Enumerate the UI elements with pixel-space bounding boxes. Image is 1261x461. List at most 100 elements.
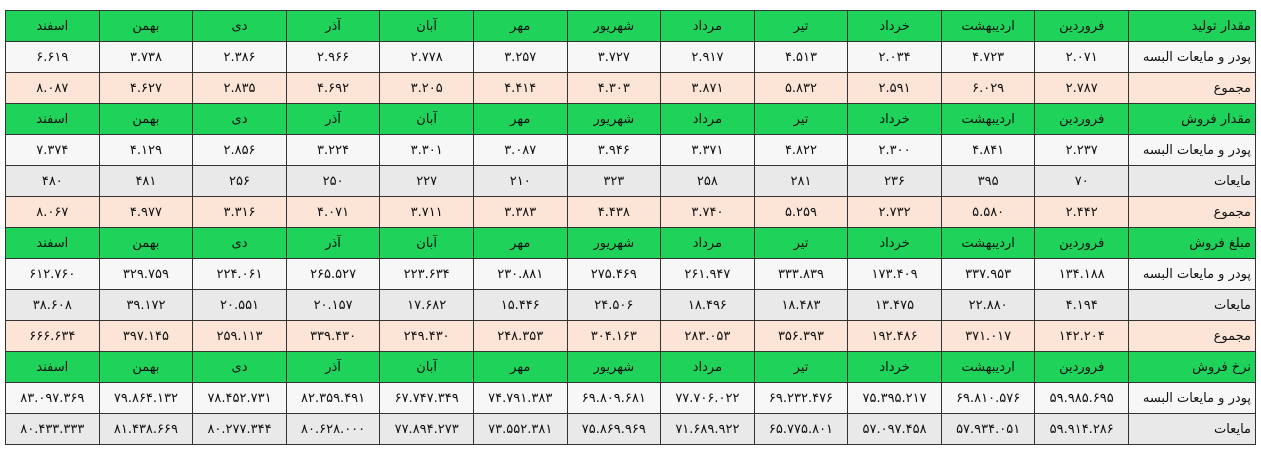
data-row: مایعات ۴.۱۹۴ ۲۲.۸۸۰ ۱۳.۴۷۵ ۱۸.۴۸۳ ۱۸.۴۹۶ ۲۴.۵۰… [5, 289, 1256, 321]
value-cell: ۲.۹۱۷ [660, 41, 755, 73]
value-cell: ۲.۸۳۵ [192, 72, 287, 104]
value-cell: ۴.۴۱۴ [472, 72, 568, 104]
value-cell: ۶.۰۲۹ [940, 72, 1036, 104]
value-cell: ۱۹۲.۴۸۶ [847, 320, 942, 352]
value-cell: ۸۰.۶۲۸.۰۰۰ [285, 413, 381, 445]
month-header: فروردین [1034, 103, 1129, 135]
month-header: دی [192, 103, 287, 135]
data-table: مقدار تولید فروردین اردیبهشت خرداد تیر مرداد ش… [5, 10, 1256, 445]
value-cell: ۷۷.۸۹۴.۲۷۳ [379, 413, 474, 445]
value-cell: ۱۳.۴۷۵ [847, 289, 942, 321]
value-cell: ۵۹.۹۸۵.۶۹۵ [1034, 382, 1129, 414]
month-header: شهریور [566, 103, 662, 135]
month-header: مرداد [660, 10, 755, 42]
value-cell: ۲۳۰.۸۸۱ [472, 258, 568, 290]
value-cell: ۳.۰۸۷ [472, 134, 568, 166]
value-cell: ۳.۳۰۱ [379, 134, 474, 166]
month-header: خرداد [847, 227, 942, 259]
value-cell: ۳۲۳ [566, 165, 662, 197]
value-cell: ۵.۸۳۲ [753, 72, 849, 104]
value-cell: ۱۳۴.۱۸۸ [1034, 258, 1129, 290]
month-header: تیر [753, 103, 849, 135]
value-cell: ۱۴۲.۲۰۴ [1034, 320, 1129, 352]
month-header: دی [192, 10, 287, 42]
month-header: بهمن [98, 103, 194, 135]
value-cell: ۲.۷۸۷ [1034, 72, 1129, 104]
row-label: مجموع [1128, 196, 1256, 228]
value-cell: ۳۹.۱۷۲ [98, 289, 194, 321]
data-row: پودر و مایعات البسه ۲.۰۷۱ ۴.۷۲۳ ۲.۰۳۴ ۴.۵۱۳ ۲… [5, 41, 1256, 73]
value-cell: ۵۹.۹۱۴.۲۸۶ [1034, 413, 1129, 445]
value-cell: ۲۴.۵۰۶ [566, 289, 662, 321]
value-cell: ۴.۶۹۲ [285, 72, 381, 104]
value-cell: ۴.۱۲۹ [98, 134, 194, 166]
value-cell: ۷۵.۳۹۵.۲۱۷ [847, 382, 942, 414]
value-cell: ۱۷.۶۸۲ [379, 289, 474, 321]
value-cell: ۵.۲۵۹ [753, 196, 849, 228]
value-cell: ۴.۱۹۴ [1034, 289, 1129, 321]
value-cell: ۷.۳۷۴ [5, 134, 100, 166]
value-cell: ۲۰.۵۵۱ [192, 289, 287, 321]
month-header: تیر [753, 10, 849, 42]
value-cell: ۲۶۵.۵۲۷ [285, 258, 381, 290]
row-label: پودر و مایعات البسه [1128, 41, 1256, 73]
row-label: پودر و مایعات البسه [1128, 258, 1256, 290]
value-cell: ۴.۸۴۱ [940, 134, 1036, 166]
data-row: مجموع ۱۴۲.۲۰۴ ۳۷۱.۰۱۷ ۱۹۲.۴۸۶ ۳۵۶.۳۹۳ ۲۸۳.۰۵۳… [5, 320, 1256, 352]
value-cell: ۳۳۹.۴۳۰ [285, 320, 381, 352]
value-cell: ۲۲۴.۰۶۱ [192, 258, 287, 290]
data-row: مجموع ۲.۴۴۲ ۵.۵۸۰ ۲.۷۳۲ ۵.۲۵۹ ۳.۷۴۰ ۴.۴۳۸ ۳.۳۸۳… [5, 196, 1256, 228]
month-header: فروردین [1034, 351, 1129, 383]
month-header: مرداد [660, 227, 755, 259]
value-cell: ۳.۸۷۱ [660, 72, 755, 104]
value-cell: ۳۳۳.۸۳۹ [753, 258, 849, 290]
value-cell: ۶.۶۱۹ [5, 41, 100, 73]
month-header: دی [192, 351, 287, 383]
value-cell: ۲.۸۵۶ [192, 134, 287, 166]
month-header: مرداد [660, 103, 755, 135]
value-cell: ۳۰۴.۱۶۳ [566, 320, 662, 352]
value-cell: ۷۷.۷۰۶.۰۲۲ [660, 382, 755, 414]
month-header: بهمن [98, 227, 194, 259]
value-cell: ۶۹.۸۱۰.۵۷۶ [940, 382, 1036, 414]
header-row: مقدار تولید فروردین اردیبهشت خرداد تیر مرداد ش… [5, 10, 1256, 42]
value-cell: ۲.۷۷۸ [379, 41, 474, 73]
month-header: آبان [379, 227, 474, 259]
value-cell: ۲۲۷ [379, 165, 474, 197]
month-header: اسفند [5, 227, 100, 259]
month-header: شهریور [566, 227, 662, 259]
value-cell: ۳.۷۳۸ [98, 41, 194, 73]
section-title: مقدار فروش [1128, 103, 1256, 135]
month-header: مهر [472, 227, 568, 259]
value-cell: ۵۷.۹۳۴.۰۵۱ [940, 413, 1036, 445]
value-cell: ۱۷۳.۴۰۹ [847, 258, 942, 290]
value-cell: ۳۸.۶۰۸ [5, 289, 100, 321]
month-header: مرداد [660, 351, 755, 383]
data-row: مایعات ۷۰ ۳۹۵ ۲۳۶ ۲۸۱ ۲۵۸ ۳۲۳ ۲۱۰ ۲۲۷ ۲۵۰ ۲۵۶ ۴۸۱ ۴۸… [5, 165, 1256, 197]
value-cell: ۲۴۹.۴۳۰ [379, 320, 474, 352]
value-cell: ۶۹.۲۳۲.۴۷۶ [753, 382, 849, 414]
data-row: مایعات ۵۹.۹۱۴.۲۸۶ ۵۷.۹۳۴.۰۵۱ ۵۷.۰۹۷.۴۵۸ ۶۵.۷… [5, 413, 1256, 445]
value-cell: ۲۵۹.۱۱۳ [192, 320, 287, 352]
value-cell: ۴.۹۷۷ [98, 196, 194, 228]
value-cell: ۲۶۱.۹۴۷ [660, 258, 755, 290]
section-title: مقدار تولید [1128, 10, 1256, 42]
value-cell: ۵.۵۸۰ [940, 196, 1036, 228]
month-header: خرداد [847, 103, 942, 135]
value-cell: ۶۱۲.۷۶۰ [5, 258, 100, 290]
row-label: مایعات [1128, 165, 1256, 197]
section-title: مبلغ فروش [1128, 227, 1256, 259]
value-cell: ۳.۷۴۰ [660, 196, 755, 228]
value-cell: ۷۹.۸۶۴.۱۳۲ [98, 382, 194, 414]
value-cell: ۳.۳۷۱ [660, 134, 755, 166]
value-cell: ۳.۷۱۱ [379, 196, 474, 228]
row-label: مایعات [1128, 289, 1256, 321]
value-cell: ۴۸۱ [98, 165, 194, 197]
value-cell: ۳.۲۵۷ [472, 41, 568, 73]
value-cell: ۶۶۶.۶۳۴ [5, 320, 100, 352]
value-cell: ۴.۷۲۳ [940, 41, 1036, 73]
data-row: پودر و مایعات البسه ۱۳۴.۱۸۸ ۳۳۷.۹۵۳ ۱۷۳.۴۰۹… [5, 258, 1256, 290]
value-cell: ۷۰ [1034, 165, 1129, 197]
data-row: پودر و مایعات البسه ۵۹.۹۸۵.۶۹۵ ۶۹.۸۱۰.۵۷۶ ۷… [5, 382, 1256, 414]
month-header: تیر [753, 351, 849, 383]
